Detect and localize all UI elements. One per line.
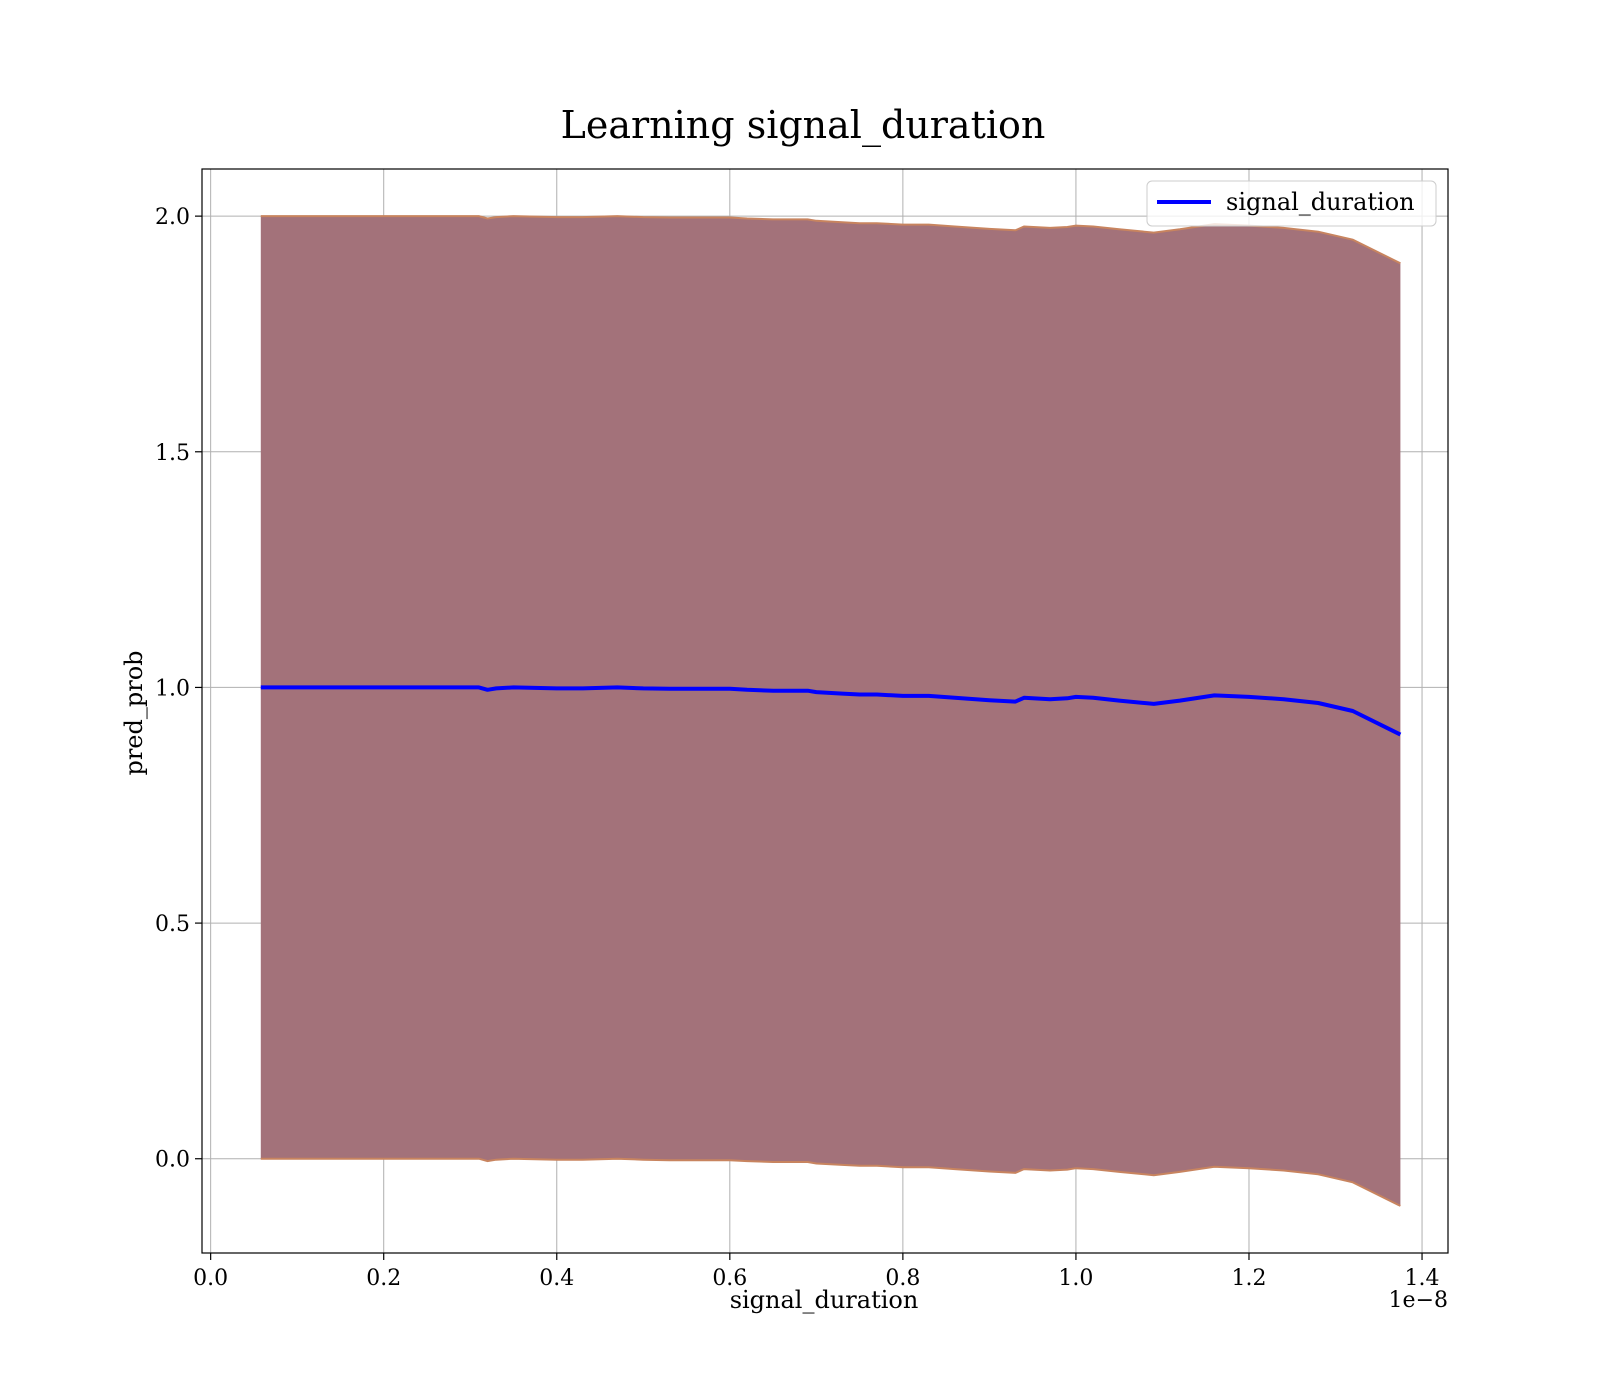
y-tick-label: 1.0 bbox=[155, 676, 190, 701]
y-tick-label: 1.5 bbox=[155, 441, 190, 466]
ticks: 0.0 0.2 0.4 0.6 0.8 1.0 1.2 1.4 0.0 0.5 1.0 1.5 2.0 bbox=[155, 205, 1440, 1291]
y-axis-label: pred_prob bbox=[120, 650, 148, 775]
x-offset-label: 1e−8 bbox=[1389, 1288, 1448, 1313]
plot-frame bbox=[201, 168, 1449, 1254]
x-tick-label: 1.2 bbox=[1231, 1266, 1266, 1291]
y-tick-label: 0.5 bbox=[155, 912, 190, 937]
band-upper-edge bbox=[260, 215, 1401, 265]
x-tick-label: 0.2 bbox=[366, 1266, 401, 1291]
confidence-band bbox=[260, 216, 1401, 1206]
legend: signal_duration bbox=[1146, 180, 1437, 227]
x-tick-label: 0.0 bbox=[193, 1266, 228, 1291]
legend-label: signal_duration bbox=[1226, 188, 1415, 216]
x-tick-label: 1.4 bbox=[1405, 1266, 1440, 1291]
x-tick-label: 0.8 bbox=[885, 1266, 920, 1291]
y-tick-label: 2.0 bbox=[155, 205, 190, 230]
x-axis-label: signal_duration bbox=[730, 1286, 919, 1314]
legend-box bbox=[1146, 180, 1437, 227]
chart-title: Learning signal_duration bbox=[561, 103, 1046, 148]
band-lower-edge bbox=[260, 1157, 1401, 1207]
y-tick-label: 0.0 bbox=[155, 1148, 190, 1173]
series-line-signal-duration bbox=[260, 685, 1402, 737]
x-tick-label: 0.6 bbox=[712, 1266, 747, 1291]
x-tick-label: 1.0 bbox=[1058, 1266, 1093, 1291]
x-tick-label: 0.4 bbox=[539, 1266, 574, 1291]
